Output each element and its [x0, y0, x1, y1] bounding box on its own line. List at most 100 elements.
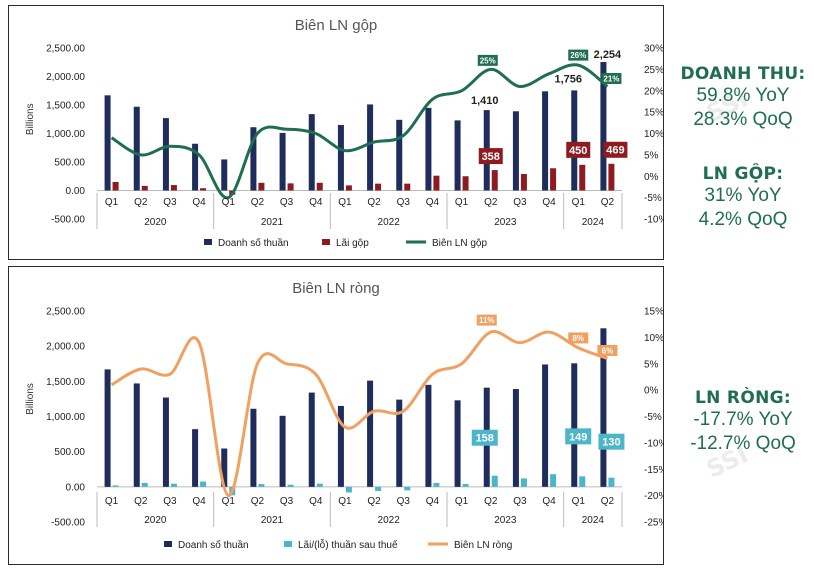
revenue-bar	[308, 114, 315, 191]
revenue-bar	[367, 380, 374, 487]
legend-swatch	[322, 239, 330, 245]
x-axis-quarter-label: Q3	[513, 496, 527, 507]
net-profit-bar	[316, 483, 323, 487]
net-profit-data-label-box	[471, 429, 498, 446]
revenue-bar	[454, 120, 461, 191]
right-axis-tick-label: -20%	[644, 491, 663, 502]
revenue-bar	[571, 363, 578, 487]
x-axis-year-label: 2021	[261, 515, 284, 526]
right-axis-tick-label: 10%	[644, 129, 663, 140]
gross-profit-bar	[316, 182, 323, 191]
x-axis-quarter-label: Q1	[338, 496, 352, 507]
chart-title: Biên LN ròng	[292, 280, 380, 297]
x-axis-quarter-label: Q4	[309, 197, 323, 208]
revenue-bar	[542, 364, 549, 487]
y-axis-unit-label: Billions	[25, 383, 36, 415]
revenue-bar	[250, 127, 257, 191]
revenue-bar	[221, 448, 228, 487]
right-axis-tick-label: 5%	[644, 150, 659, 161]
x-axis-quarter-label: Q4	[426, 197, 440, 208]
x-axis-quarter-label: Q3	[280, 496, 294, 507]
x-axis-quarter-label: Q1	[455, 496, 469, 507]
revenue-bar	[133, 383, 140, 487]
revenue-bar	[396, 119, 403, 191]
net-profit-data-label-box	[565, 428, 592, 445]
x-axis-quarter-label: Q3	[163, 496, 177, 507]
net-profit-bar	[170, 483, 177, 487]
legend-label: Lãi/(lỗ) thuần sau thuế	[298, 538, 398, 551]
net-profit-bar	[550, 474, 557, 487]
gross-profit-qoq: 4.2% QoQ	[698, 209, 788, 230]
revenue-bar	[279, 415, 286, 487]
x-axis-quarter-label: Q2	[251, 496, 265, 507]
legend-swatch	[204, 239, 212, 245]
right-axis-tick-label: 25%	[644, 65, 663, 76]
gross-profit-bar	[287, 183, 294, 191]
net-margin-data-label-box	[568, 332, 589, 344]
net-profit-bar	[258, 484, 265, 487]
gross-margin-line	[110, 63, 609, 200]
x-axis-quarter-label: Q3	[397, 496, 411, 507]
legend-label: Doanh số thuần	[218, 237, 289, 249]
x-axis-quarter-label: Q4	[309, 496, 323, 507]
gross-margin-chart-panel: Biên LN gộp Billions 2,500.00 2,000.00 1,500…	[8, 5, 664, 260]
x-axis-quarter-label: Q1	[105, 496, 119, 507]
legend-label: Doanh số thuần	[178, 539, 249, 551]
gross-profit-bar	[579, 164, 586, 191]
x-axis-year-label: 2022	[378, 217, 401, 228]
x-axis-quarter-label: Q2	[251, 197, 265, 208]
legend-swatch	[164, 541, 172, 547]
net-profit-summary: LN RÒNG: -17.7% YoY -12.7% QoQ	[672, 388, 814, 456]
x-axis-quarter-label: Q1	[455, 197, 469, 208]
right-axis-tick-label: 0%	[644, 386, 659, 397]
revenue-bar	[162, 118, 169, 191]
x-axis-quarter-label: Q4	[192, 496, 206, 507]
revenue-summary-heading: DOANH THU:	[680, 64, 806, 84]
gross-profit-data-label: 358	[482, 151, 500, 163]
net-margin-data-label: 8%	[572, 334, 584, 343]
revenue-summary: DOANH THU: 59.8% YoY 28.3% QoQ	[672, 64, 814, 132]
revenue-bar	[571, 90, 578, 191]
x-axis-quarter-label: Q4	[192, 197, 206, 208]
gross-profit-summary: LN GỘP: 31% YoY 4.2% QoQ	[672, 164, 814, 232]
right-axis-tick-label: 20%	[644, 86, 663, 97]
revenue-bar	[454, 400, 461, 487]
revenue-bar	[192, 429, 199, 487]
gross-profit-bar	[258, 182, 265, 191]
gross-profit-bar	[141, 185, 148, 191]
right-axis-tick-label: -5%	[644, 412, 662, 423]
net-profit-data-label: 130	[602, 437, 620, 449]
x-axis-quarter-label: Q1	[572, 496, 586, 507]
revenue-yoy: 59.8% YoY	[696, 85, 790, 106]
revenue-bar	[542, 91, 549, 191]
revenue-bar	[425, 384, 432, 487]
revenue-bar	[250, 408, 257, 487]
right-axis-tick-label: -25%	[644, 518, 663, 529]
net-margin-chart-panel: Biên LN ròng Billions 2,500.00 2,000.00 1,50…	[8, 266, 664, 565]
revenue-bar	[337, 124, 344, 191]
x-axis-quarter-label: Q2	[484, 197, 498, 208]
x-axis-quarter-label: Q4	[426, 496, 440, 507]
net-profit-bar	[433, 482, 440, 487]
right-axis-tick-label: 15%	[644, 307, 663, 318]
left-axis-tick-label: 500.00	[54, 447, 85, 458]
gross-profit-bar	[345, 185, 352, 191]
left-axis-tick-label: 0.00	[66, 482, 86, 493]
gross-margin-data-label-box	[477, 54, 498, 66]
gross-margin-data-label: 25%	[480, 56, 496, 65]
legend-label: Biên LN ròng	[454, 540, 512, 551]
x-axis-quarter-label: Q1	[572, 197, 586, 208]
gross-profit-data-label: 469	[606, 145, 624, 157]
gross-margin-data-label-box	[568, 49, 589, 61]
x-axis-year-label: 2020	[144, 217, 167, 228]
net-profit-bar	[112, 485, 119, 487]
gross-profit-bar	[608, 163, 615, 191]
net-profit-data-label-box	[598, 433, 625, 450]
gross-profit-bar	[491, 170, 498, 191]
left-axis-tick-label: -500.00	[51, 215, 85, 226]
net-margin-chart: Biên LN ròng Billions 2,500.00 2,000.00 1,50…	[25, 280, 663, 551]
gross-profit-yoy: 31% YoY	[704, 185, 782, 206]
right-axis-tick-label: -10%	[644, 438, 663, 449]
x-axis-quarter-label: Q4	[542, 496, 556, 507]
revenue-bar	[600, 62, 607, 191]
